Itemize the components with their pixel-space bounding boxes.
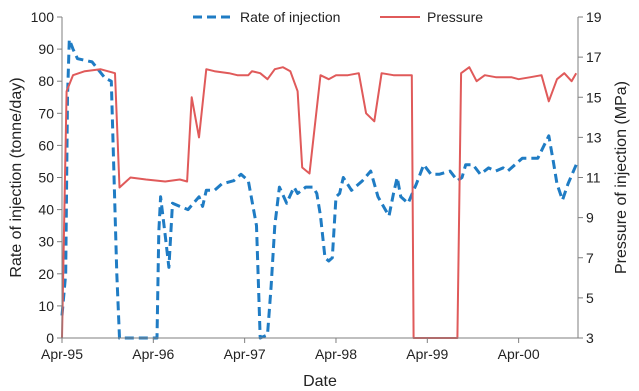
x-axis-title: Date — [303, 373, 337, 390]
x-tick-label: Apr-99 — [406, 346, 448, 362]
axes: 0 10 20 30 40 50 60 70 80 90 100 3 5 7 9 11 13 15 17 19 Apr-… — [31, 9, 602, 362]
y-left-tick-label: 40 — [38, 202, 54, 218]
y-axis-left-title: Rate of injection (tonne/day) — [8, 77, 25, 277]
y-right-tick-label: 15 — [586, 89, 602, 105]
y-left-tick-label: 80 — [38, 73, 54, 89]
y-right-tick-label: 7 — [586, 250, 594, 266]
legend-label-rate: Rate of injection — [240, 9, 340, 25]
legend-label-pressure: Pressure — [427, 9, 483, 25]
y-left-tick-label: 90 — [38, 41, 54, 57]
y-left-tick-label: 70 — [38, 105, 54, 121]
y-left-tick-label: 10 — [38, 298, 54, 314]
y-right-tick-label: 3 — [586, 330, 594, 346]
rate-of-injection-line — [60, 38, 578, 340]
x-tick-label: Apr-97 — [224, 346, 266, 362]
y-left-tick-label: 100 — [31, 9, 55, 25]
y-axis-right-title: Pressure of injection (MPa) — [613, 81, 630, 274]
x-tick-label: Apr-96 — [132, 346, 174, 362]
y-left-tick-label: 20 — [38, 266, 54, 282]
y-left-tick-label: 30 — [38, 234, 54, 250]
x-tick-label: Apr-98 — [315, 346, 357, 362]
y-left-tick-label: 0 — [46, 330, 54, 346]
y-right-tick-label: 13 — [586, 129, 602, 145]
y-right-tick-label: 9 — [586, 210, 594, 226]
pressure-line — [61, 66, 578, 339]
x-tick-label: Apr-95 — [41, 346, 83, 362]
y-right-tick-label: 19 — [586, 9, 602, 25]
y-right-tick-label: 11 — [586, 170, 601, 186]
legend: Rate of injection Pressure — [193, 9, 483, 25]
plot-area — [60, 38, 578, 340]
y-left-tick-label: 50 — [38, 170, 54, 186]
x-tick-label: Apr-00 — [498, 346, 540, 362]
y-right-tick-label: 17 — [586, 49, 602, 65]
y-right-tick-label: 5 — [586, 290, 594, 306]
y-left-tick-label: 60 — [38, 137, 54, 153]
